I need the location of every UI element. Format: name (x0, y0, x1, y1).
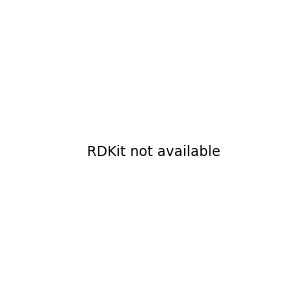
Text: RDKit not available: RDKit not available (87, 145, 220, 158)
